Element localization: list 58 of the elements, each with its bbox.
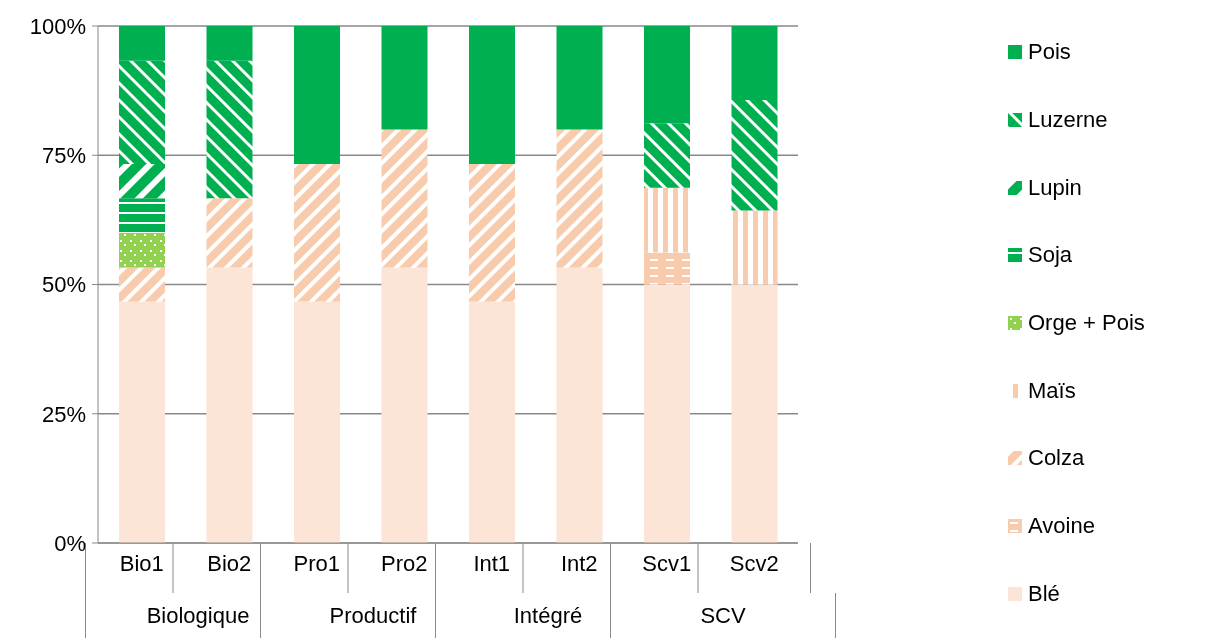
bar xyxy=(119,164,165,199)
text: Intégré xyxy=(513,603,583,628)
x-tick-label: Int2 xyxy=(560,551,598,576)
bar xyxy=(556,129,603,268)
bar xyxy=(644,284,690,543)
text: Biologique xyxy=(146,603,250,628)
legend-label: Avoine xyxy=(1028,513,1095,540)
bar xyxy=(119,26,165,61)
bar xyxy=(294,26,340,165)
bar xyxy=(294,301,340,543)
bar xyxy=(119,267,165,302)
legend-label: Colza xyxy=(1028,445,1085,472)
bar xyxy=(644,187,690,253)
x-tick-label: Scv2 xyxy=(729,551,779,576)
x-tick-label: Pro1 xyxy=(293,551,340,576)
bar xyxy=(381,129,428,268)
bar xyxy=(469,26,515,165)
bar xyxy=(644,26,690,124)
bar xyxy=(206,60,253,199)
y-tick-label: 75% xyxy=(41,143,86,169)
bar xyxy=(381,26,428,130)
bar xyxy=(119,198,165,233)
x-tick-label: Bio1 xyxy=(119,551,164,576)
bar xyxy=(206,26,253,61)
x-tick-label: Int1 xyxy=(473,551,511,576)
legend-label: Blé xyxy=(1028,580,1060,607)
legend-label: Maïs xyxy=(1028,377,1076,404)
bar xyxy=(469,164,515,302)
x-tick-label: Scv1 xyxy=(642,551,692,576)
bar xyxy=(119,60,165,165)
legend-label: Soja xyxy=(1028,242,1073,269)
legend-label: Orge + Pois xyxy=(1028,310,1145,336)
bar xyxy=(119,301,165,543)
bar xyxy=(469,301,515,543)
bar xyxy=(381,267,428,543)
y-tick-label: 50% xyxy=(41,272,86,298)
bar xyxy=(731,99,778,211)
bar xyxy=(731,284,778,543)
y-tick-label: 25% xyxy=(41,401,86,427)
legend-label: Luzerne xyxy=(1028,106,1108,133)
bar xyxy=(294,164,340,302)
legend-label: Pois xyxy=(1028,39,1071,66)
bar xyxy=(206,198,253,268)
bar xyxy=(119,232,165,268)
bar xyxy=(644,123,690,188)
bar xyxy=(206,267,253,543)
text: Productif xyxy=(329,603,418,628)
bar xyxy=(556,26,603,130)
y-tick-label: 0% xyxy=(54,530,86,556)
bar xyxy=(556,267,603,543)
x-tick-label: Bio2 xyxy=(207,551,252,576)
legend-label: Lupin xyxy=(1028,174,1082,201)
bar xyxy=(644,252,690,285)
y-tick-label: 100% xyxy=(29,13,86,39)
text: SCV xyxy=(700,603,746,628)
bar xyxy=(731,26,778,100)
x-tick-label: Pro2 xyxy=(381,551,428,576)
bar xyxy=(731,210,778,285)
